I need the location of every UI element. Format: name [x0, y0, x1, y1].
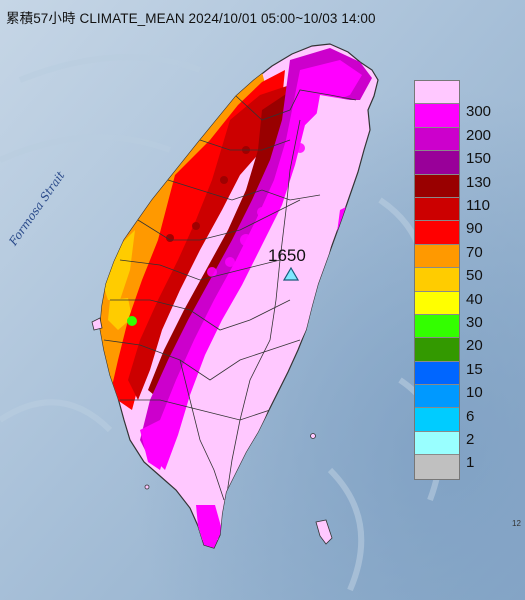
triangle-marker-icon	[283, 267, 299, 281]
legend-swatch	[415, 361, 459, 386]
legend-label: 300	[466, 103, 492, 121]
legend-swatch	[415, 385, 459, 409]
peak-rainfall-value: 1650	[268, 246, 306, 265]
legend-label: 10	[466, 384, 483, 402]
legend-label: 130	[466, 173, 492, 191]
legend-label: 110	[466, 197, 490, 214]
legend-label: 50	[466, 267, 483, 285]
legend-swatch	[415, 174, 459, 198]
legend-swatch	[415, 314, 459, 339]
legend-swatch	[415, 151, 459, 175]
legend-label: 30	[466, 314, 483, 331]
legend-label: 20	[466, 337, 483, 355]
legend-swatch	[415, 408, 459, 432]
map-title: 累積57小時 CLIMATE_MEAN 2024/10/01 05:00~10/…	[6, 11, 376, 26]
legend-swatch	[415, 104, 459, 128]
legend-swatch	[415, 291, 459, 315]
color-legend	[414, 80, 460, 480]
legend-label: 150	[466, 150, 492, 168]
legend-label: 6	[466, 407, 475, 425]
legend-swatch	[415, 221, 459, 245]
legend-swatch	[415, 197, 459, 222]
legend-swatch	[415, 268, 459, 292]
legend-swatch	[415, 81, 459, 105]
legend-swatch	[415, 244, 459, 269]
legend-label: 90	[466, 220, 483, 238]
legend-swatch	[415, 127, 459, 152]
edge-label: 12	[512, 519, 521, 528]
legend-label: 70	[466, 243, 483, 261]
legend-swatch	[415, 455, 459, 479]
legend-swatch	[415, 431, 459, 456]
legend-label: 2	[466, 431, 475, 448]
legend-label: 15	[466, 360, 483, 378]
legend-label: 40	[466, 290, 483, 308]
legend-swatch	[415, 338, 459, 362]
legend-label: 1	[466, 454, 475, 472]
legend-label: 200	[466, 126, 492, 144]
